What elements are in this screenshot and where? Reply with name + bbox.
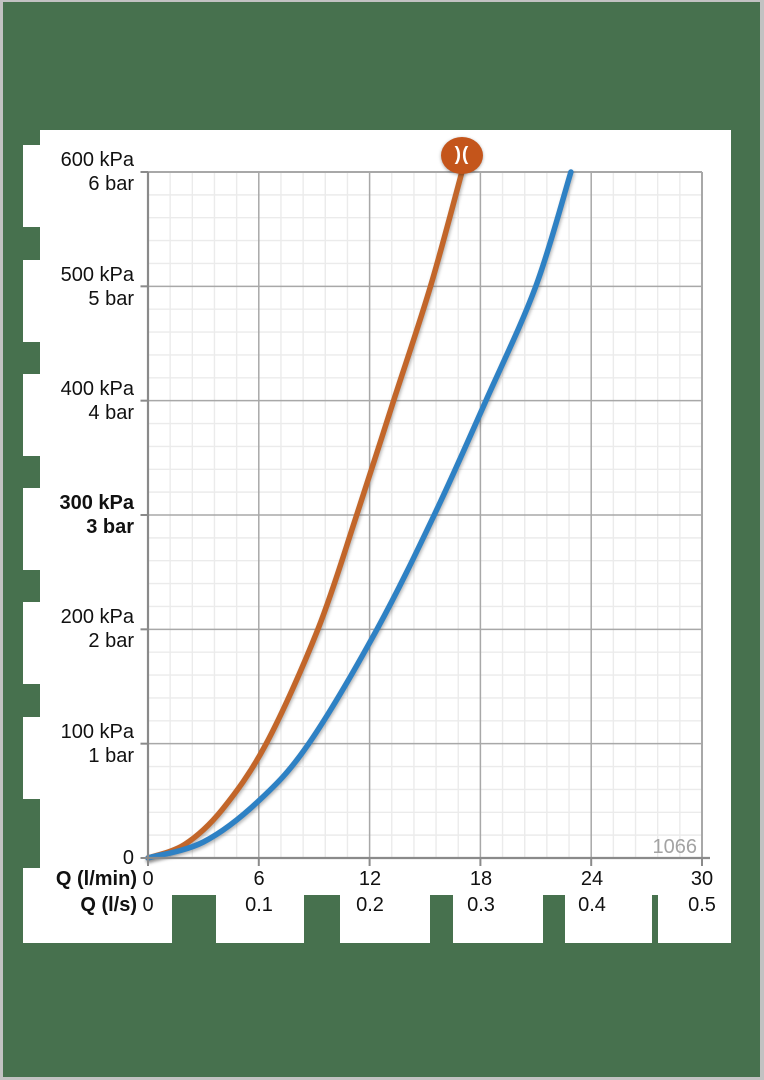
y-label-200-bar: 2 bar — [88, 630, 134, 652]
y-label-100-bar: 1 bar — [88, 745, 134, 767]
y-label-400: 400 kPa 4 bar — [23, 377, 134, 425]
y-label-100-kpa: 100 kPa — [60, 721, 134, 743]
hansgrohe-logo-glyph: )( — [454, 144, 470, 165]
label-tab-400 — [23, 374, 42, 456]
chart-plot — [140, 169, 710, 866]
xlabel-block-24 — [565, 868, 652, 943]
x-value-ls-02: 0.2 — [356, 894, 384, 916]
label-tab-600 — [23, 145, 42, 227]
x-value-lmin-30: 30 — [690, 868, 714, 890]
label-tab-100 — [23, 717, 42, 799]
label-tab-300 — [23, 488, 42, 570]
x-value-ls-05: 0.5 — [688, 894, 716, 916]
document-number: 1066 — [652, 836, 698, 858]
hansgrohe-logo-badge: )( — [441, 137, 483, 174]
y-label-200: 200 kPa 2 bar — [23, 605, 134, 653]
y-label-400-kpa: 400 kPa — [60, 378, 134, 400]
y-label-400-bar: 4 bar — [88, 402, 134, 424]
x-axis-title-ls: Q (l/s) — [80, 894, 137, 916]
x-axis-title-lmin: Q (l/min) — [55, 868, 137, 890]
x-value-lmin-6: 6 — [253, 868, 265, 890]
y-label-600-bar: 6 bar — [88, 173, 134, 195]
xlabel-block-6 — [216, 868, 304, 943]
x-value-lmin-24: 24 — [580, 868, 604, 890]
y-label-200-kpa: 200 kPa — [60, 606, 134, 628]
label-tab-500 — [23, 260, 42, 342]
y-label-300: 300 kPa 3 bar — [23, 491, 134, 539]
y-label-100: 100 kPa 1 bar — [23, 720, 134, 768]
y-label-600-kpa: 600 kPa — [60, 149, 134, 171]
x-value-ls-0: 0 — [142, 894, 154, 916]
xlabel-block-0 — [23, 868, 172, 943]
y-label-500: 500 kPa 5 bar — [23, 263, 134, 311]
y-label-500-bar: 5 bar — [88, 288, 134, 310]
xlabel-block-18 — [453, 868, 543, 943]
orange-curve — [145, 169, 465, 861]
y-label-300-kpa: 300 kPa — [59, 492, 134, 514]
x-value-ls-03: 0.3 — [467, 894, 495, 916]
xlabel-block-30 — [658, 868, 731, 943]
x-value-ls-01: 0.1 — [245, 894, 273, 916]
y-label-0: 0 — [122, 847, 134, 869]
x-value-lmin-12: 12 — [358, 868, 382, 890]
chart-panel — [40, 130, 731, 895]
y-label-600: 600 kPa 6 bar — [23, 148, 134, 196]
blue-curve — [145, 169, 574, 861]
x-value-lmin-0: 0 — [142, 868, 154, 890]
x-value-ls-04: 0.4 — [578, 894, 606, 916]
y-label-300-bar: 3 bar — [86, 516, 134, 538]
xlabel-block-12 — [340, 868, 430, 943]
y-label-500-kpa: 500 kPa — [60, 264, 134, 286]
x-value-lmin-18: 18 — [469, 868, 493, 890]
label-tab-200 — [23, 602, 42, 684]
